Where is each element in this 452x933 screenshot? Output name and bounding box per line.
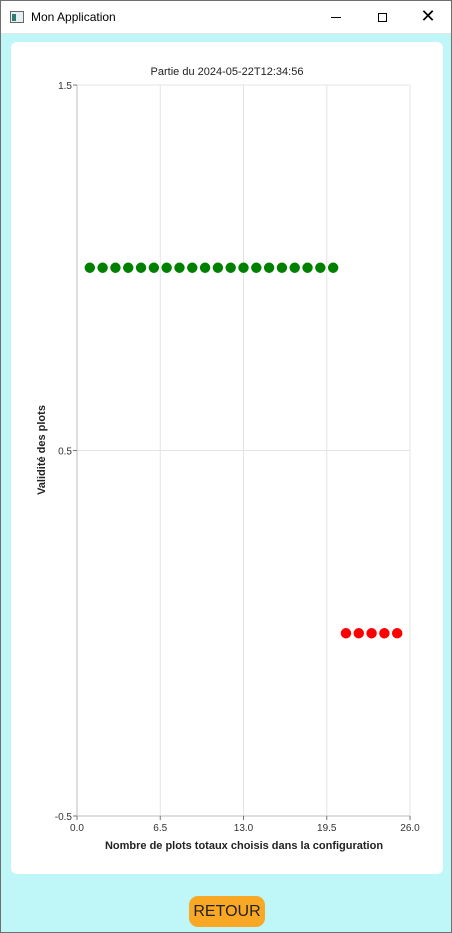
- valid-plot-point: [123, 262, 134, 273]
- close-button[interactable]: ✕: [405, 1, 451, 33]
- x-axis-ticks: 0.0 6.5 13.0 19.5 26.0: [70, 816, 420, 834]
- minimize-icon: [331, 16, 341, 18]
- valid-plot-point: [251, 262, 262, 273]
- chart-title: Partie du 2024-05-22T12:34:56: [151, 66, 304, 78]
- close-icon: ✕: [420, 6, 436, 27]
- x-tick-label: 13.0: [234, 823, 254, 834]
- y-tick-label: -0.5: [55, 812, 73, 823]
- valid-plot-point: [97, 262, 108, 273]
- invalid-plot-point: [379, 628, 390, 639]
- chart-grid: [77, 85, 410, 816]
- invalid-plot-point: [340, 628, 352, 639]
- scatter-chart: 0.0 6.5 13.0 19.5 26.0 -0.5 0.5 1.5 Partie du …: [36, 66, 420, 852]
- maximize-button[interactable]: [359, 1, 405, 33]
- valid-plot-point: [199, 262, 211, 273]
- title-bar: Mon Application ✕: [1, 1, 451, 34]
- data-points: [84, 262, 403, 639]
- window-title: Mon Application: [31, 10, 116, 24]
- invalid-plot-point: [391, 628, 403, 639]
- app-window-icon: [10, 11, 24, 23]
- x-tick-label: 19.5: [317, 823, 337, 834]
- valid-plot-point: [302, 262, 313, 273]
- valid-plot-point: [174, 262, 185, 273]
- valid-plot-point: [289, 262, 300, 273]
- valid-plot-point: [263, 262, 275, 273]
- x-tick-label: 6.5: [153, 823, 167, 834]
- valid-plot-point: [276, 262, 288, 273]
- x-axis-label: Nombre de plots totaux choisis dans la c…: [105, 840, 383, 852]
- valid-plot-point: [225, 262, 236, 273]
- valid-plot-point: [110, 262, 121, 273]
- invalid-plot-point: [353, 628, 364, 639]
- maximize-icon: [377, 12, 387, 22]
- valid-plot-point: [238, 262, 249, 273]
- y-axis-ticks: -0.5 0.5 1.5: [55, 81, 77, 823]
- x-tick-label: 0.0: [70, 823, 84, 834]
- valid-plot-point: [148, 262, 160, 273]
- minimize-button[interactable]: [313, 1, 359, 33]
- x-tick-label: 26.0: [400, 823, 420, 834]
- y-tick-label: 0.5: [58, 447, 72, 458]
- y-tick-label: 1.5: [58, 81, 72, 92]
- retour-button[interactable]: RETOUR: [189, 896, 265, 927]
- valid-plot-point: [187, 262, 198, 273]
- valid-plot-point: [161, 262, 172, 273]
- chart-panel: [11, 42, 443, 874]
- invalid-plot-point: [366, 628, 377, 639]
- y-axis-label: Validité des plots: [36, 405, 48, 495]
- valid-plot-point: [212, 262, 224, 273]
- valid-plot-point: [315, 262, 326, 273]
- valid-plot-point: [327, 262, 339, 273]
- valid-plot-point: [135, 262, 147, 273]
- valid-plot-point: [84, 262, 96, 273]
